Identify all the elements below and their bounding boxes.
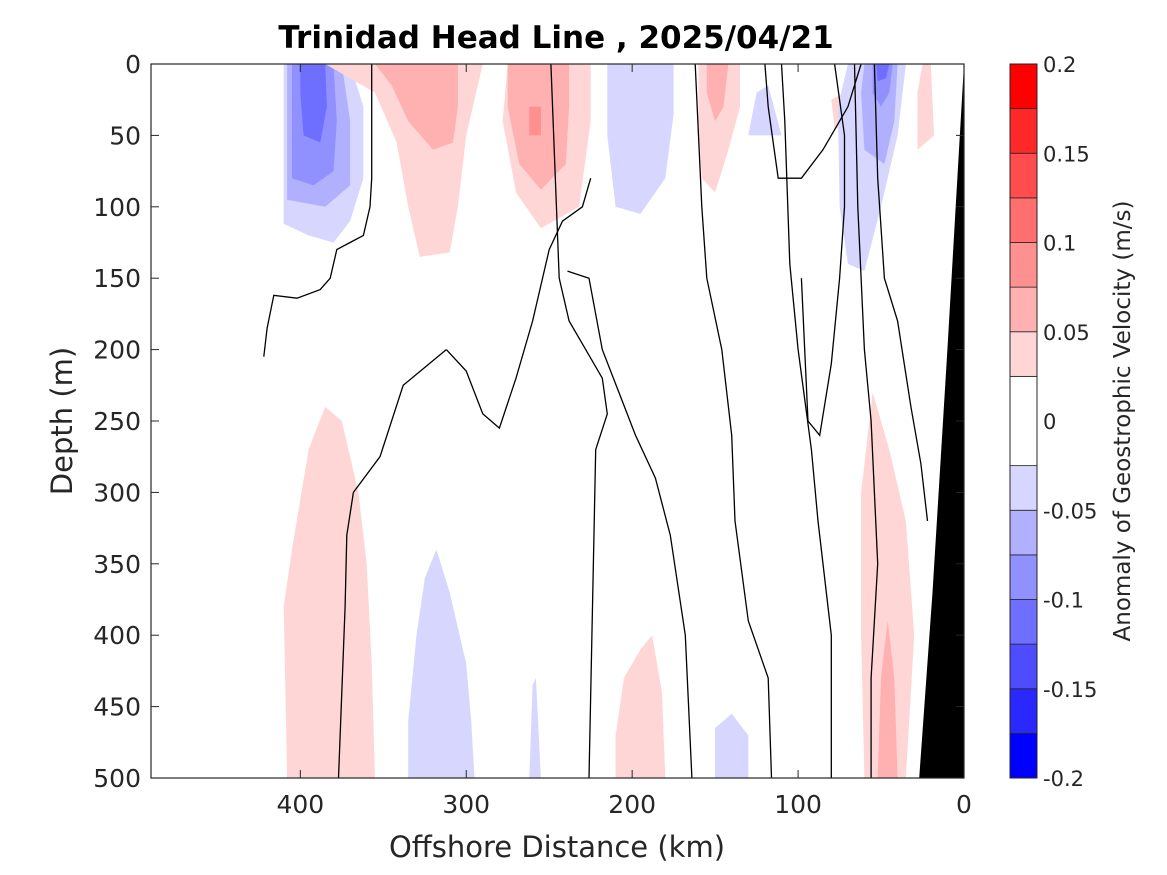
colorbar-swatch-1 xyxy=(1009,688,1038,734)
velocity-fill-layer xyxy=(283,64,935,778)
velocity-region-25 xyxy=(877,620,898,778)
colorbar: -0.2 -0.15 -0.1 -0.05 0 0.05 0.1 0.15 0.2 xyxy=(1009,53,1097,791)
zero-contour-0 xyxy=(263,64,373,357)
colorbar-swatch-5 xyxy=(1009,509,1038,556)
colorbar-swatch-8 xyxy=(1009,331,1038,377)
zero-contour-7 xyxy=(780,64,832,778)
colorbar-swatch-9 xyxy=(1009,286,1038,333)
zero-contour-layer xyxy=(263,64,929,778)
velocity-region-5 xyxy=(375,64,458,150)
y-tick-label-400: 400 xyxy=(93,621,141,650)
colorbar-tick-0: 0 xyxy=(1043,410,1056,434)
colorbar-swatch-11 xyxy=(1009,197,1038,243)
y-axis-label: Depth (m) xyxy=(45,347,79,495)
colorbar-label: Anomaly of Geostrophic Velocity (m/s) xyxy=(1110,201,1136,642)
y-tick-label-350: 350 xyxy=(93,550,141,579)
y-tick-label-0: 0 xyxy=(125,50,141,79)
velocity-region-3 xyxy=(300,64,327,143)
y-tick-label-200: 200 xyxy=(93,336,141,365)
colorbar-tick--0.1: -0.1 xyxy=(1043,589,1084,613)
colorbar-swatch-10 xyxy=(1009,242,1038,288)
colorbar-swatch-12 xyxy=(1009,152,1038,199)
colorbar-tick-0.1: 0.1 xyxy=(1043,232,1076,256)
zero-contour-6 xyxy=(764,64,862,179)
velocity-region-17 xyxy=(876,64,890,82)
colorbar-tick-0.15: 0.15 xyxy=(1043,142,1090,166)
y-axis-ticks: 0 50 100 150 200 250 300 350 400 450 500 xyxy=(93,50,964,793)
zero-contour-1 xyxy=(337,349,447,778)
velocity-region-23 xyxy=(715,713,749,778)
colorbar-frame xyxy=(1009,63,1038,779)
velocity-region-19 xyxy=(325,749,351,778)
zero-contour-2 xyxy=(445,178,592,430)
x-tick-label-400: 400 xyxy=(276,790,324,819)
y-tick-label-250: 250 xyxy=(93,407,141,436)
colorbar-swatch-6 xyxy=(1009,465,1038,511)
colorbar-tick--0.2: -0.2 xyxy=(1043,767,1084,791)
velocity-region-21 xyxy=(529,678,541,778)
x-axis-label: Offshore Distance (km) xyxy=(389,830,725,864)
zero-contour-3 xyxy=(550,64,608,778)
y-tick-label-50: 50 xyxy=(109,121,141,150)
colorbar-tick-0.05: 0.05 xyxy=(1043,321,1090,345)
velocity-region-22 xyxy=(615,635,666,778)
plot-area: 400 300 200 100 0 0 50 100 150 200 250 300 350 400 45… xyxy=(93,50,972,819)
colorbar-swatch-13 xyxy=(1009,108,1038,154)
colorbar-swatch-7 xyxy=(1009,375,1038,467)
colorbar-tick--0.05: -0.05 xyxy=(1043,499,1097,523)
colorbar-tick--0.15: -0.15 xyxy=(1043,678,1097,702)
bathymetry-seafloor xyxy=(919,64,964,778)
velocity-region-9 xyxy=(607,64,674,214)
zero-contour-10 xyxy=(873,64,929,522)
y-tick-label-100: 100 xyxy=(93,193,141,222)
colorbar-swatch-2 xyxy=(1009,643,1038,690)
velocity-region-8 xyxy=(529,106,541,136)
colorbar-swatch-0 xyxy=(1009,732,1038,779)
colorbar-tick-0.2: 0.2 xyxy=(1043,53,1076,77)
x-tick-label-0: 0 xyxy=(956,790,972,819)
y-tick-label-450: 450 xyxy=(93,693,141,722)
bathymetry-layer xyxy=(919,64,964,778)
colorbar-swatch-14 xyxy=(1009,63,1038,110)
zero-contour-8 xyxy=(800,64,846,437)
velocity-region-20 xyxy=(408,549,475,778)
colorbar-swatch-4 xyxy=(1009,554,1038,600)
velocity-region-26 xyxy=(917,64,935,150)
y-tick-label-500: 500 xyxy=(93,764,141,793)
colorbar-swatch-3 xyxy=(1009,599,1038,645)
y-tick-label-300: 300 xyxy=(93,478,141,507)
velocity-region-11 xyxy=(706,64,729,122)
velocity-region-12 xyxy=(748,85,782,136)
zero-contour-5 xyxy=(694,64,773,778)
zero-contour-9 xyxy=(853,64,879,778)
y-tick-label-150: 150 xyxy=(93,264,141,293)
x-tick-label-300: 300 xyxy=(442,790,490,819)
x-tick-label-100: 100 xyxy=(774,790,822,819)
x-tick-label-200: 200 xyxy=(608,790,656,819)
x-axis-ticks: 400 300 200 100 0 xyxy=(276,64,972,819)
chart-title: Trinidad Head Line , 2025/04/21 xyxy=(278,20,833,56)
zero-contour-4 xyxy=(567,270,693,778)
